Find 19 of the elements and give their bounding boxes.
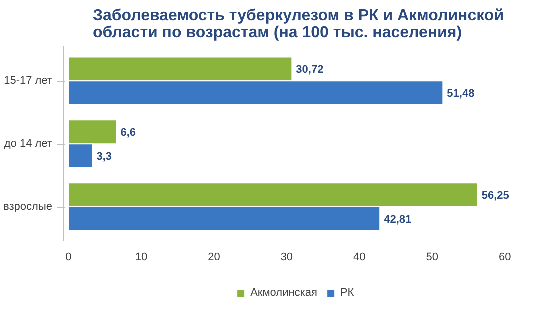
x-tick-label: 20: [208, 252, 220, 264]
y-tick-label: до 14 лет: [4, 138, 52, 150]
y-tick-label: 15-17 лет: [4, 75, 53, 88]
x-tick-label: 0: [66, 252, 72, 264]
text: 56,25: [482, 190, 510, 202]
x-tick-label: 40: [354, 252, 366, 264]
chart-title: Заболеваемость туберкулезом в РК и Акмолинской области по возрастам (на 100 тыс. населения): [92, 8, 504, 42]
legend-label: Акмолинская: [250, 287, 318, 299]
x-tick-label: 30: [280, 252, 294, 264]
x-tick-label: 60: [499, 252, 512, 264]
text: 30,72: [296, 64, 324, 76]
text: 42,81: [384, 214, 412, 226]
x-tick-label: 10: [135, 252, 148, 264]
y-tick-label: взрослые: [4, 201, 53, 214]
legend-label: РК: [340, 287, 356, 299]
text: 6,6: [120, 127, 136, 140]
text: 51,48: [447, 88, 475, 100]
text: 3,3: [96, 151, 112, 164]
x-tick-label: 50: [426, 252, 439, 264]
